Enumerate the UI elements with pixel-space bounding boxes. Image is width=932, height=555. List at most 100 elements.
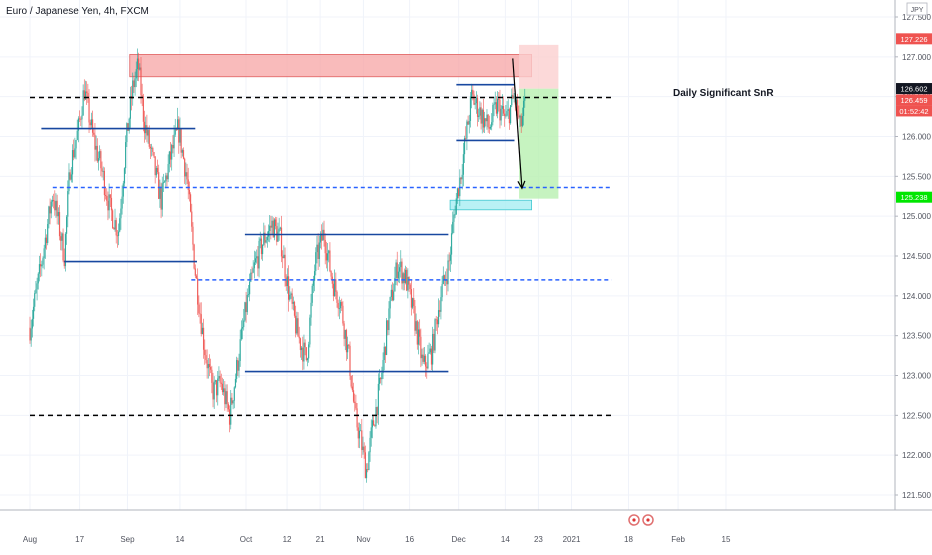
candle <box>66 215 68 245</box>
candle <box>285 274 287 291</box>
candle <box>139 63 141 71</box>
candle <box>435 315 437 331</box>
candle <box>342 301 344 326</box>
candle <box>462 142 464 187</box>
x-tick-label: Oct <box>240 535 253 544</box>
candle <box>452 211 454 235</box>
candle <box>152 146 154 156</box>
candle <box>481 108 483 134</box>
candle <box>273 218 276 241</box>
candle <box>386 318 388 356</box>
candle <box>373 415 375 426</box>
candle <box>205 349 207 364</box>
candle <box>428 342 430 354</box>
currency-badge[interactable]: JPY <box>906 2 928 16</box>
x-tick-label: Aug <box>23 535 37 544</box>
candle <box>522 96 525 126</box>
candle <box>107 191 109 221</box>
candle <box>424 354 427 377</box>
candle <box>57 207 59 225</box>
candle <box>132 72 134 106</box>
candle <box>364 445 366 479</box>
event-icons[interactable] <box>628 514 654 526</box>
candle <box>102 166 104 181</box>
candle <box>41 260 43 277</box>
candle <box>400 250 402 278</box>
candle <box>460 176 462 185</box>
candle <box>487 114 489 133</box>
candle <box>55 193 57 218</box>
candle <box>476 94 479 127</box>
candle <box>134 71 136 96</box>
candle <box>449 246 451 273</box>
price-badge: 126.602 <box>896 83 932 95</box>
candle <box>127 123 129 131</box>
candle <box>121 185 123 215</box>
candle <box>321 224 323 250</box>
candle <box>356 403 358 431</box>
candle <box>467 115 469 125</box>
candle <box>62 228 64 263</box>
candle <box>456 187 459 204</box>
candle <box>106 188 108 206</box>
x-tick-label: 12 <box>283 535 292 544</box>
candle <box>140 56 142 104</box>
candle <box>284 247 286 287</box>
candle <box>223 379 225 396</box>
candle <box>369 431 371 462</box>
candle <box>198 295 200 318</box>
candle <box>162 173 165 193</box>
candle <box>368 451 370 471</box>
candle <box>433 328 435 354</box>
candle <box>491 113 493 131</box>
candle <box>271 215 273 236</box>
candle <box>165 172 167 189</box>
candle <box>277 222 279 242</box>
zone-demand[interactable] <box>449 199 532 211</box>
candle <box>441 276 443 302</box>
candle <box>100 149 102 177</box>
candle <box>78 110 81 123</box>
price-badge: 126.459 <box>896 94 932 106</box>
candle <box>206 349 208 379</box>
candle <box>136 48 139 81</box>
candle <box>500 105 502 126</box>
arrow-shaft <box>512 58 523 189</box>
candle <box>73 139 75 161</box>
candle <box>479 101 481 120</box>
candle <box>264 225 266 248</box>
candle <box>36 277 38 301</box>
candle <box>298 326 300 344</box>
zone-stop[interactable] <box>519 44 559 89</box>
candle <box>30 319 32 347</box>
candle <box>311 283 313 307</box>
candle <box>161 176 163 217</box>
candle <box>58 205 61 241</box>
zone-target[interactable] <box>519 88 559 199</box>
candle <box>378 369 381 391</box>
x-tick-label: Feb <box>671 535 685 544</box>
candle <box>423 347 425 365</box>
candle <box>524 88 526 108</box>
candle <box>506 101 508 117</box>
candle <box>513 93 515 103</box>
candle <box>219 370 221 388</box>
candle <box>387 319 389 336</box>
y-tick-label: 121.500 <box>902 491 931 500</box>
candle <box>458 187 460 199</box>
candle <box>232 400 234 410</box>
candle <box>343 320 345 347</box>
candle <box>324 233 326 265</box>
candle <box>202 318 205 359</box>
candle <box>221 377 224 396</box>
candle <box>507 99 509 119</box>
candle <box>325 241 327 269</box>
y-tick-label: 123.500 <box>902 332 931 341</box>
zone-supply[interactable] <box>129 54 533 78</box>
candle <box>169 142 172 168</box>
candle <box>430 345 433 371</box>
candle <box>153 151 155 158</box>
candle <box>465 126 467 142</box>
